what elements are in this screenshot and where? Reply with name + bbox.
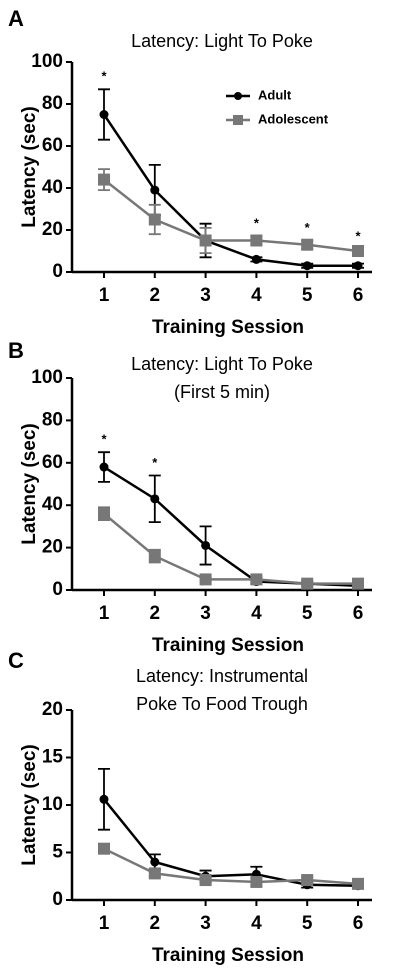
y-tick-label: 60 — [42, 452, 63, 473]
chart-title: Latency: Light To Poke — [131, 31, 313, 51]
legend-label: Adult — [258, 87, 292, 102]
y-tick-label: 100 — [31, 51, 63, 72]
x-tick-label: 6 — [353, 913, 364, 934]
x-axis-label: Training Session — [152, 945, 304, 966]
marker — [150, 494, 160, 504]
marker — [352, 577, 364, 590]
panel-letter: B — [8, 338, 24, 363]
chart-title: (First 5 min) — [174, 382, 270, 402]
y-tick-label: 40 — [42, 494, 63, 515]
series-line — [103, 847, 359, 886]
marker — [353, 261, 363, 271]
marker — [301, 577, 314, 590]
legend-label: Adolescent — [258, 111, 329, 126]
panel-letter: C — [8, 648, 24, 673]
marker — [352, 245, 364, 257]
marker — [148, 213, 161, 226]
series-line — [103, 465, 359, 588]
y-tick-label: 80 — [42, 409, 63, 430]
marker — [251, 254, 261, 264]
x-tick-label: 3 — [200, 603, 211, 624]
y-axis-label: Latency (sec) — [19, 423, 40, 544]
significance-mark: * — [355, 228, 361, 243]
x-tick-label: 3 — [200, 913, 211, 934]
marker — [199, 234, 212, 247]
y-tick-label: 100 — [31, 367, 63, 388]
y-axis-label: Latency (sec) — [19, 744, 40, 865]
significance-mark: * — [152, 455, 158, 470]
x-tick-label: 6 — [353, 603, 364, 624]
marker — [199, 573, 212, 586]
x-tick-label: 5 — [302, 603, 313, 624]
x-tick-label: 3 — [200, 285, 211, 306]
y-tick-label: 60 — [42, 135, 63, 156]
series-line — [103, 512, 358, 585]
x-axis-label: Training Session — [152, 317, 304, 338]
marker — [301, 874, 314, 887]
marker — [98, 507, 110, 520]
series-line — [103, 798, 359, 887]
marker — [99, 110, 109, 119]
significance-mark: * — [305, 220, 311, 235]
marker — [201, 540, 211, 550]
x-tick-label: 1 — [99, 285, 110, 306]
x-axis-label: Training Session — [152, 635, 304, 656]
marker — [99, 794, 109, 804]
marker — [250, 573, 263, 586]
y-tick-label: 20 — [42, 537, 63, 558]
y-tick-label: 10 — [42, 794, 63, 815]
legend-marker — [233, 115, 243, 125]
marker — [98, 842, 110, 855]
x-tick-label: 1 — [99, 603, 110, 624]
y-tick-label: 5 — [52, 842, 63, 863]
chart-title: Latency: Light To Poke — [131, 354, 313, 374]
chart-title: Poke To Food Trough — [136, 694, 308, 714]
x-tick-label: 5 — [302, 913, 313, 934]
significance-mark: * — [254, 216, 260, 231]
x-tick-label: 2 — [150, 913, 161, 934]
y-axis-label: Latency (sec) — [19, 106, 40, 227]
y-tick-label: 0 — [52, 579, 63, 600]
significance-mark: * — [101, 432, 107, 447]
x-tick-label: 4 — [251, 603, 262, 624]
chart-title: Latency: Instrumental — [136, 666, 308, 686]
x-tick-label: 4 — [251, 285, 262, 306]
marker — [250, 875, 263, 888]
y-tick-label: 80 — [42, 93, 63, 114]
y-tick-label: 20 — [42, 219, 63, 240]
marker — [150, 857, 160, 867]
series-line — [102, 113, 358, 267]
panel-letter: A — [8, 6, 24, 31]
marker — [148, 550, 161, 563]
y-tick-label: 0 — [52, 261, 63, 282]
marker — [150, 185, 160, 195]
series-line — [103, 178, 359, 253]
y-tick-label: 40 — [42, 177, 63, 198]
x-tick-label: 2 — [150, 285, 161, 306]
x-tick-label: 6 — [353, 285, 364, 306]
legend-marker — [234, 92, 242, 100]
y-tick-label: 20 — [42, 699, 63, 720]
marker — [352, 877, 364, 890]
marker — [98, 173, 110, 186]
x-tick-label: 2 — [150, 603, 161, 624]
y-tick-label: 0 — [52, 889, 63, 910]
x-tick-label: 5 — [302, 285, 313, 306]
y-tick-label: 15 — [42, 747, 64, 768]
marker — [301, 238, 314, 251]
marker — [199, 874, 212, 887]
x-tick-label: 4 — [251, 913, 262, 934]
significance-mark: * — [101, 69, 107, 84]
x-tick-label: 1 — [99, 913, 110, 934]
marker — [250, 234, 263, 247]
marker — [99, 462, 109, 472]
marker — [148, 867, 161, 880]
marker — [302, 261, 312, 271]
